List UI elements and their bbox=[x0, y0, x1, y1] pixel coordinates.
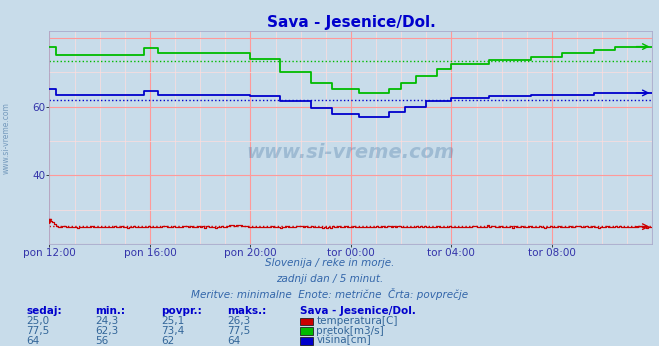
Text: 64: 64 bbox=[227, 336, 241, 346]
Text: 73,4: 73,4 bbox=[161, 326, 185, 336]
Text: višina[cm]: višina[cm] bbox=[316, 335, 371, 346]
Text: 62,3: 62,3 bbox=[96, 326, 119, 336]
Text: 77,5: 77,5 bbox=[26, 326, 49, 336]
Text: min.:: min.: bbox=[96, 306, 126, 316]
Text: 64: 64 bbox=[26, 336, 40, 346]
Text: maks.:: maks.: bbox=[227, 306, 267, 316]
Text: 26,3: 26,3 bbox=[227, 316, 250, 326]
Text: 25,1: 25,1 bbox=[161, 316, 185, 326]
Text: 56: 56 bbox=[96, 336, 109, 346]
Text: zadnji dan / 5 minut.: zadnji dan / 5 minut. bbox=[276, 274, 383, 284]
Text: povpr.:: povpr.: bbox=[161, 306, 202, 316]
Text: Sava - Jesenice/Dol.: Sava - Jesenice/Dol. bbox=[300, 306, 416, 316]
Text: Meritve: minimalne  Enote: metrične  Črta: povprečje: Meritve: minimalne Enote: metrične Črta:… bbox=[191, 288, 468, 300]
Text: www.si-vreme.com: www.si-vreme.com bbox=[246, 143, 455, 162]
Title: Sava - Jesenice/Dol.: Sava - Jesenice/Dol. bbox=[266, 15, 436, 30]
Text: 62: 62 bbox=[161, 336, 175, 346]
Text: 25,0: 25,0 bbox=[26, 316, 49, 326]
Text: pretok[m3/s]: pretok[m3/s] bbox=[316, 326, 384, 336]
Text: 77,5: 77,5 bbox=[227, 326, 250, 336]
Text: temperatura[C]: temperatura[C] bbox=[316, 316, 398, 326]
Text: sedaj:: sedaj: bbox=[26, 306, 62, 316]
Text: 24,3: 24,3 bbox=[96, 316, 119, 326]
Text: Slovenija / reke in morje.: Slovenija / reke in morje. bbox=[265, 258, 394, 268]
Text: www.si-vreme.com: www.si-vreme.com bbox=[2, 102, 11, 174]
